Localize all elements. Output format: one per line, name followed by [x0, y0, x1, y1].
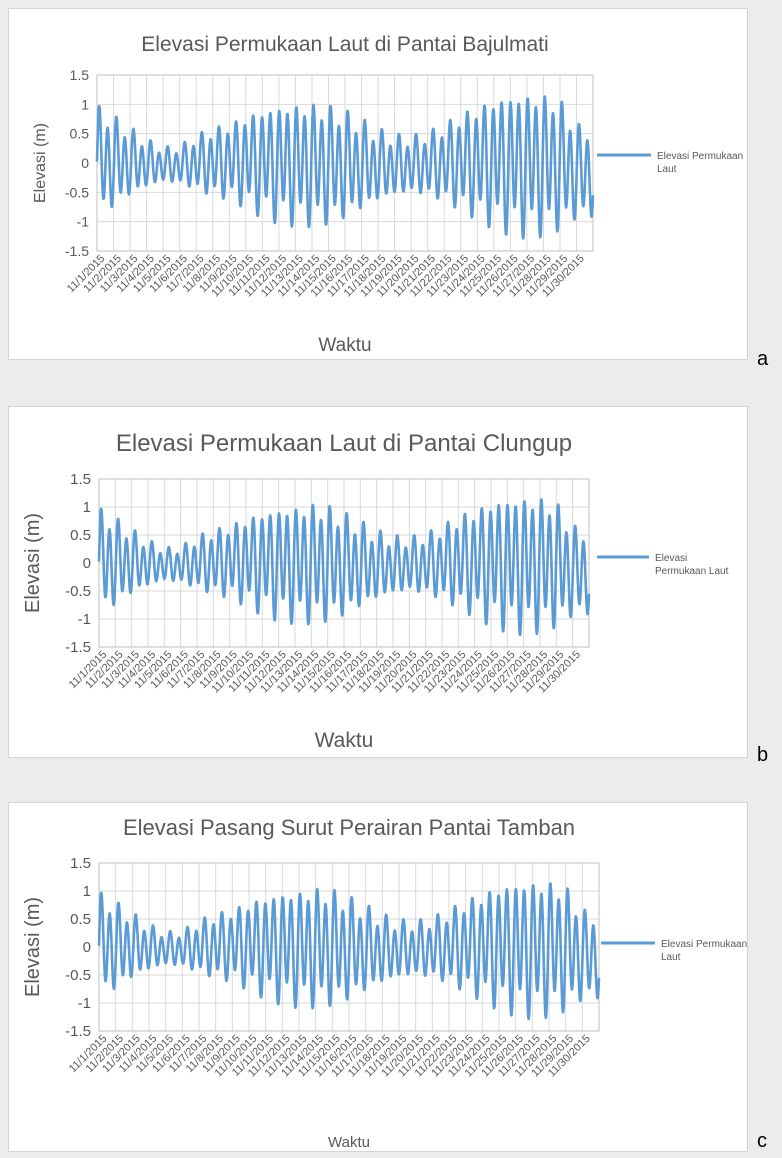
plot-area-border: [96, 74, 594, 252]
y-tick-label: 0: [83, 939, 91, 956]
y-axis-label: Elevasi (m): [22, 513, 44, 613]
chart-title: Elevasi Permukaan Laut di Pantai Clungup: [116, 430, 572, 457]
series-line: [97, 882, 601, 1021]
y-tick-label: 1: [81, 96, 89, 112]
chart-svg-c: Elevasi Pasang Surut Perairan Pantai Tam…: [22, 815, 747, 1151]
legend-label: Elevasi Permukaan: [661, 939, 747, 950]
y-tick-label: 0.5: [70, 527, 91, 544]
y-tick-label: -0.5: [65, 583, 91, 600]
series-line: [97, 498, 591, 637]
y-tick-label: 0.5: [70, 911, 91, 928]
y-tick-label: -1: [77, 214, 90, 230]
panel-letter-b: b: [757, 744, 769, 766]
y-tick-label: 1.5: [70, 67, 90, 83]
panel-letter-a: a: [757, 348, 769, 370]
x-axis-label: Waktu: [318, 335, 371, 356]
y-tick-label: -0.5: [65, 967, 91, 984]
y-axis-label: Elevasi (m): [22, 897, 44, 997]
chart-panel-a: Elevasi Permukaan Laut di Pantai Bajulma…: [8, 8, 748, 360]
y-tick-label: 1: [83, 499, 91, 516]
legend-label: Permukaan Laut: [655, 566, 729, 577]
legend-label: Elevasi: [655, 553, 687, 564]
y-tick-label: 1.5: [70, 471, 91, 488]
plot-area-border: [98, 478, 590, 648]
chart-title: Elevasi Permukaan Laut di Pantai Bajulma…: [141, 33, 548, 56]
legend-label: Elevasi Permukaan: [657, 151, 743, 162]
y-tick-label: 0.5: [70, 126, 90, 142]
x-axis-label: Waktu: [315, 729, 374, 752]
legend-label: Laut: [657, 164, 677, 175]
y-tick-label: -1: [78, 611, 91, 628]
chart-svg-a: Elevasi Permukaan Laut di Pantai Bajulma…: [32, 33, 743, 356]
x-axis-label: Waktu: [328, 1134, 370, 1151]
y-tick-label: 1: [83, 883, 91, 900]
series-line: [95, 95, 595, 240]
y-tick-label: 1.5: [70, 855, 91, 872]
y-tick-label: -1.5: [65, 243, 89, 259]
chart-svg-b: Elevasi Permukaan Laut di Pantai Clungup…: [22, 430, 729, 752]
plot-area-border: [98, 862, 600, 1032]
y-axis-label: Elevasi (m): [32, 123, 49, 203]
y-tick-label: -1.5: [65, 1023, 91, 1040]
y-tick-label: -0.5: [65, 184, 89, 200]
panel-letter-c: c: [757, 1130, 767, 1152]
legend-label: Laut: [661, 952, 681, 963]
chart-panel-b: Elevasi Permukaan Laut di Pantai Clungup…: [8, 406, 748, 758]
y-tick-label: -1.5: [65, 639, 91, 656]
y-tick-label: -1: [78, 995, 91, 1012]
y-tick-label: 0: [83, 555, 91, 572]
y-tick-label: 0: [81, 155, 89, 171]
chart-title: Elevasi Pasang Surut Perairan Pantai Tam…: [123, 815, 575, 840]
chart-panel-c: Elevasi Pasang Surut Perairan Pantai Tam…: [8, 802, 748, 1152]
